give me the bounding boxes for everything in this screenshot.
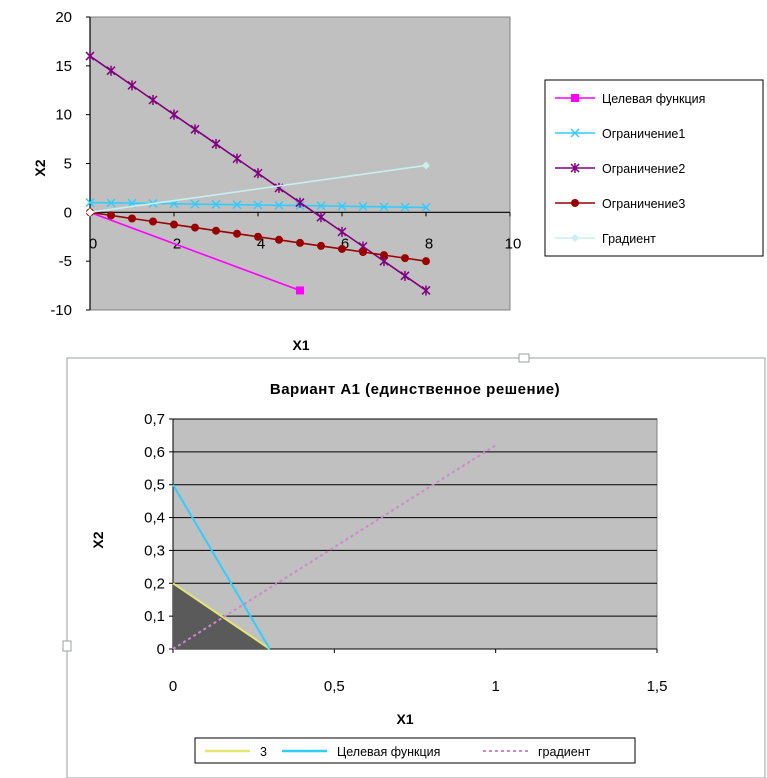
chart1-series-4-point	[233, 229, 241, 238]
chart1-legend-marker	[571, 199, 579, 207]
chart1-xlabel: X1	[292, 337, 309, 353]
chart1-xtick-label: 6	[341, 235, 349, 252]
chart2-ytick-label: 0,3	[144, 542, 165, 559]
chart2-legend	[194, 737, 636, 764]
chart1-plot-area	[89, 16, 511, 311]
chart1-series-4-point	[128, 214, 136, 223]
chart1-series-3-point	[337, 226, 347, 237]
chart1-series-3-point	[148, 95, 158, 106]
chart1-series-3-point	[400, 270, 410, 281]
chart1-series-3-point	[106, 65, 116, 76]
chart1-series-line-1	[89, 211, 301, 292]
chart2-legend-label: 3	[260, 745, 267, 759]
chart2-xtick-label: 0	[169, 678, 177, 695]
chart1-series-3-point	[295, 197, 305, 208]
chart1-xtick-label: 2	[173, 235, 181, 252]
chart1-xtick-label: 4	[257, 235, 265, 252]
chart1-xtick-label: 10	[505, 235, 522, 252]
chart1-series-2-point	[211, 199, 221, 209]
chart2-xlabel: X1	[396, 711, 413, 727]
chart1-series-4-point	[422, 257, 430, 266]
chart1-series-3-point	[127, 80, 137, 91]
chart1-series-4-point	[401, 254, 409, 263]
chart1-series-4-point	[254, 232, 262, 241]
chart1-legend-marker	[571, 234, 579, 242]
chart2-plot-area	[172, 418, 658, 650]
chart2-legend-label: градиент	[538, 745, 591, 759]
chart2-legend-label: Целевая функция	[337, 745, 440, 759]
chart1-series-3-point	[85, 51, 95, 62]
chart1-legend-label: Ограничение3	[602, 197, 685, 211]
chart1-ytick-label: 15	[55, 58, 72, 75]
chart1-series-2-point	[379, 202, 389, 212]
chart1-series-3-point	[211, 138, 221, 149]
chart1-series-3-point	[253, 168, 263, 179]
chart1-ytick-label: 20	[55, 9, 72, 26]
chart2-title: Вариант А1 (единственное решение)	[270, 381, 560, 398]
chart1-ytick-label: 5	[64, 156, 72, 173]
chart2-xtick-label: 1	[491, 678, 499, 695]
chart1-series-4-point	[380, 251, 388, 260]
chart1-series-5-point	[422, 161, 430, 170]
chart1-series-2-point	[337, 201, 347, 211]
chart1-ytick-label: 0	[64, 204, 72, 221]
chart2-xtick-label: 0,5	[324, 678, 345, 695]
chart1-series-2-point	[421, 202, 431, 212]
chart2-ytick-label: 0,6	[144, 444, 165, 461]
chart1-series-2-point	[274, 200, 284, 210]
chart2-ytick-label: 0,5	[144, 477, 165, 494]
chart1-series-4-point	[212, 226, 220, 235]
chart1-xtick-label: 8	[425, 235, 433, 252]
chart2-ytick-label: 0,4	[144, 510, 165, 527]
chart2-series-line-1	[172, 582, 271, 650]
chart1-series-3-point	[190, 124, 200, 135]
chart1-series-3-point	[232, 153, 242, 164]
chart1-series-2-point	[400, 202, 410, 212]
chart1-xtick-label: 0	[89, 235, 97, 252]
chart1-series-4-point	[317, 241, 325, 250]
chart1-ytick-label: 10	[55, 107, 72, 124]
chart1-ylabel: X2	[32, 159, 48, 176]
chart1-series-3-point	[316, 212, 326, 223]
chart1-series-2-point	[106, 198, 116, 208]
chart1-series-3-point	[169, 109, 179, 120]
chart1-series-2-point	[85, 198, 95, 208]
chart1-series-4-point	[275, 235, 283, 244]
chart2-series-line-2	[172, 484, 271, 650]
chart1-series-4-point	[296, 238, 304, 247]
chart2-ytick-label: 0,1	[144, 608, 165, 625]
chart1-series-4-point	[359, 247, 367, 256]
chart1-series-3-point	[421, 285, 431, 296]
chart2-ytick-label: 0	[157, 641, 165, 658]
chart1-legend-label: Ограничение2	[602, 162, 685, 176]
chart1-series-4-point	[338, 244, 346, 253]
chart1-series-2-point	[232, 200, 242, 210]
chart1-series-1-point	[296, 286, 304, 295]
chart1-series-2-point	[358, 202, 368, 212]
chart1-series-4-point	[107, 211, 115, 220]
chart2-ytick-label: 0,7	[144, 411, 165, 428]
chart1-legend-marker	[571, 94, 579, 102]
chart1-ytick-label: -5	[59, 253, 72, 270]
chart1-series-2-point	[316, 201, 326, 211]
chart1-series-2-point	[253, 200, 263, 210]
chart1-legend-marker	[570, 163, 580, 173]
chart1-ytick-label: -10	[50, 302, 72, 319]
chart1-series-4-point	[191, 223, 199, 232]
chart1-series-4-point	[149, 217, 157, 226]
chart2-ytick-label: 0,2	[144, 575, 165, 592]
chart1-legend-label: Градиент	[602, 232, 656, 246]
chart1-legend-label: Ограничение1	[602, 127, 685, 141]
chart2-xtick-label: 1,5	[647, 678, 668, 695]
chart1-legend-label: Целевая функция	[602, 92, 705, 106]
chart1-series-line-5	[89, 164, 427, 214]
chart1-series-4-point	[170, 220, 178, 229]
chart2-ylabel: X2	[90, 531, 106, 548]
chart1-origin-point	[86, 208, 94, 217]
chart1-legend-marker	[570, 128, 580, 138]
chart1-series-2-point	[190, 199, 200, 209]
chart2-handle-left[interactable]	[62, 640, 72, 652]
chart2-handle-top[interactable]	[518, 353, 530, 363]
